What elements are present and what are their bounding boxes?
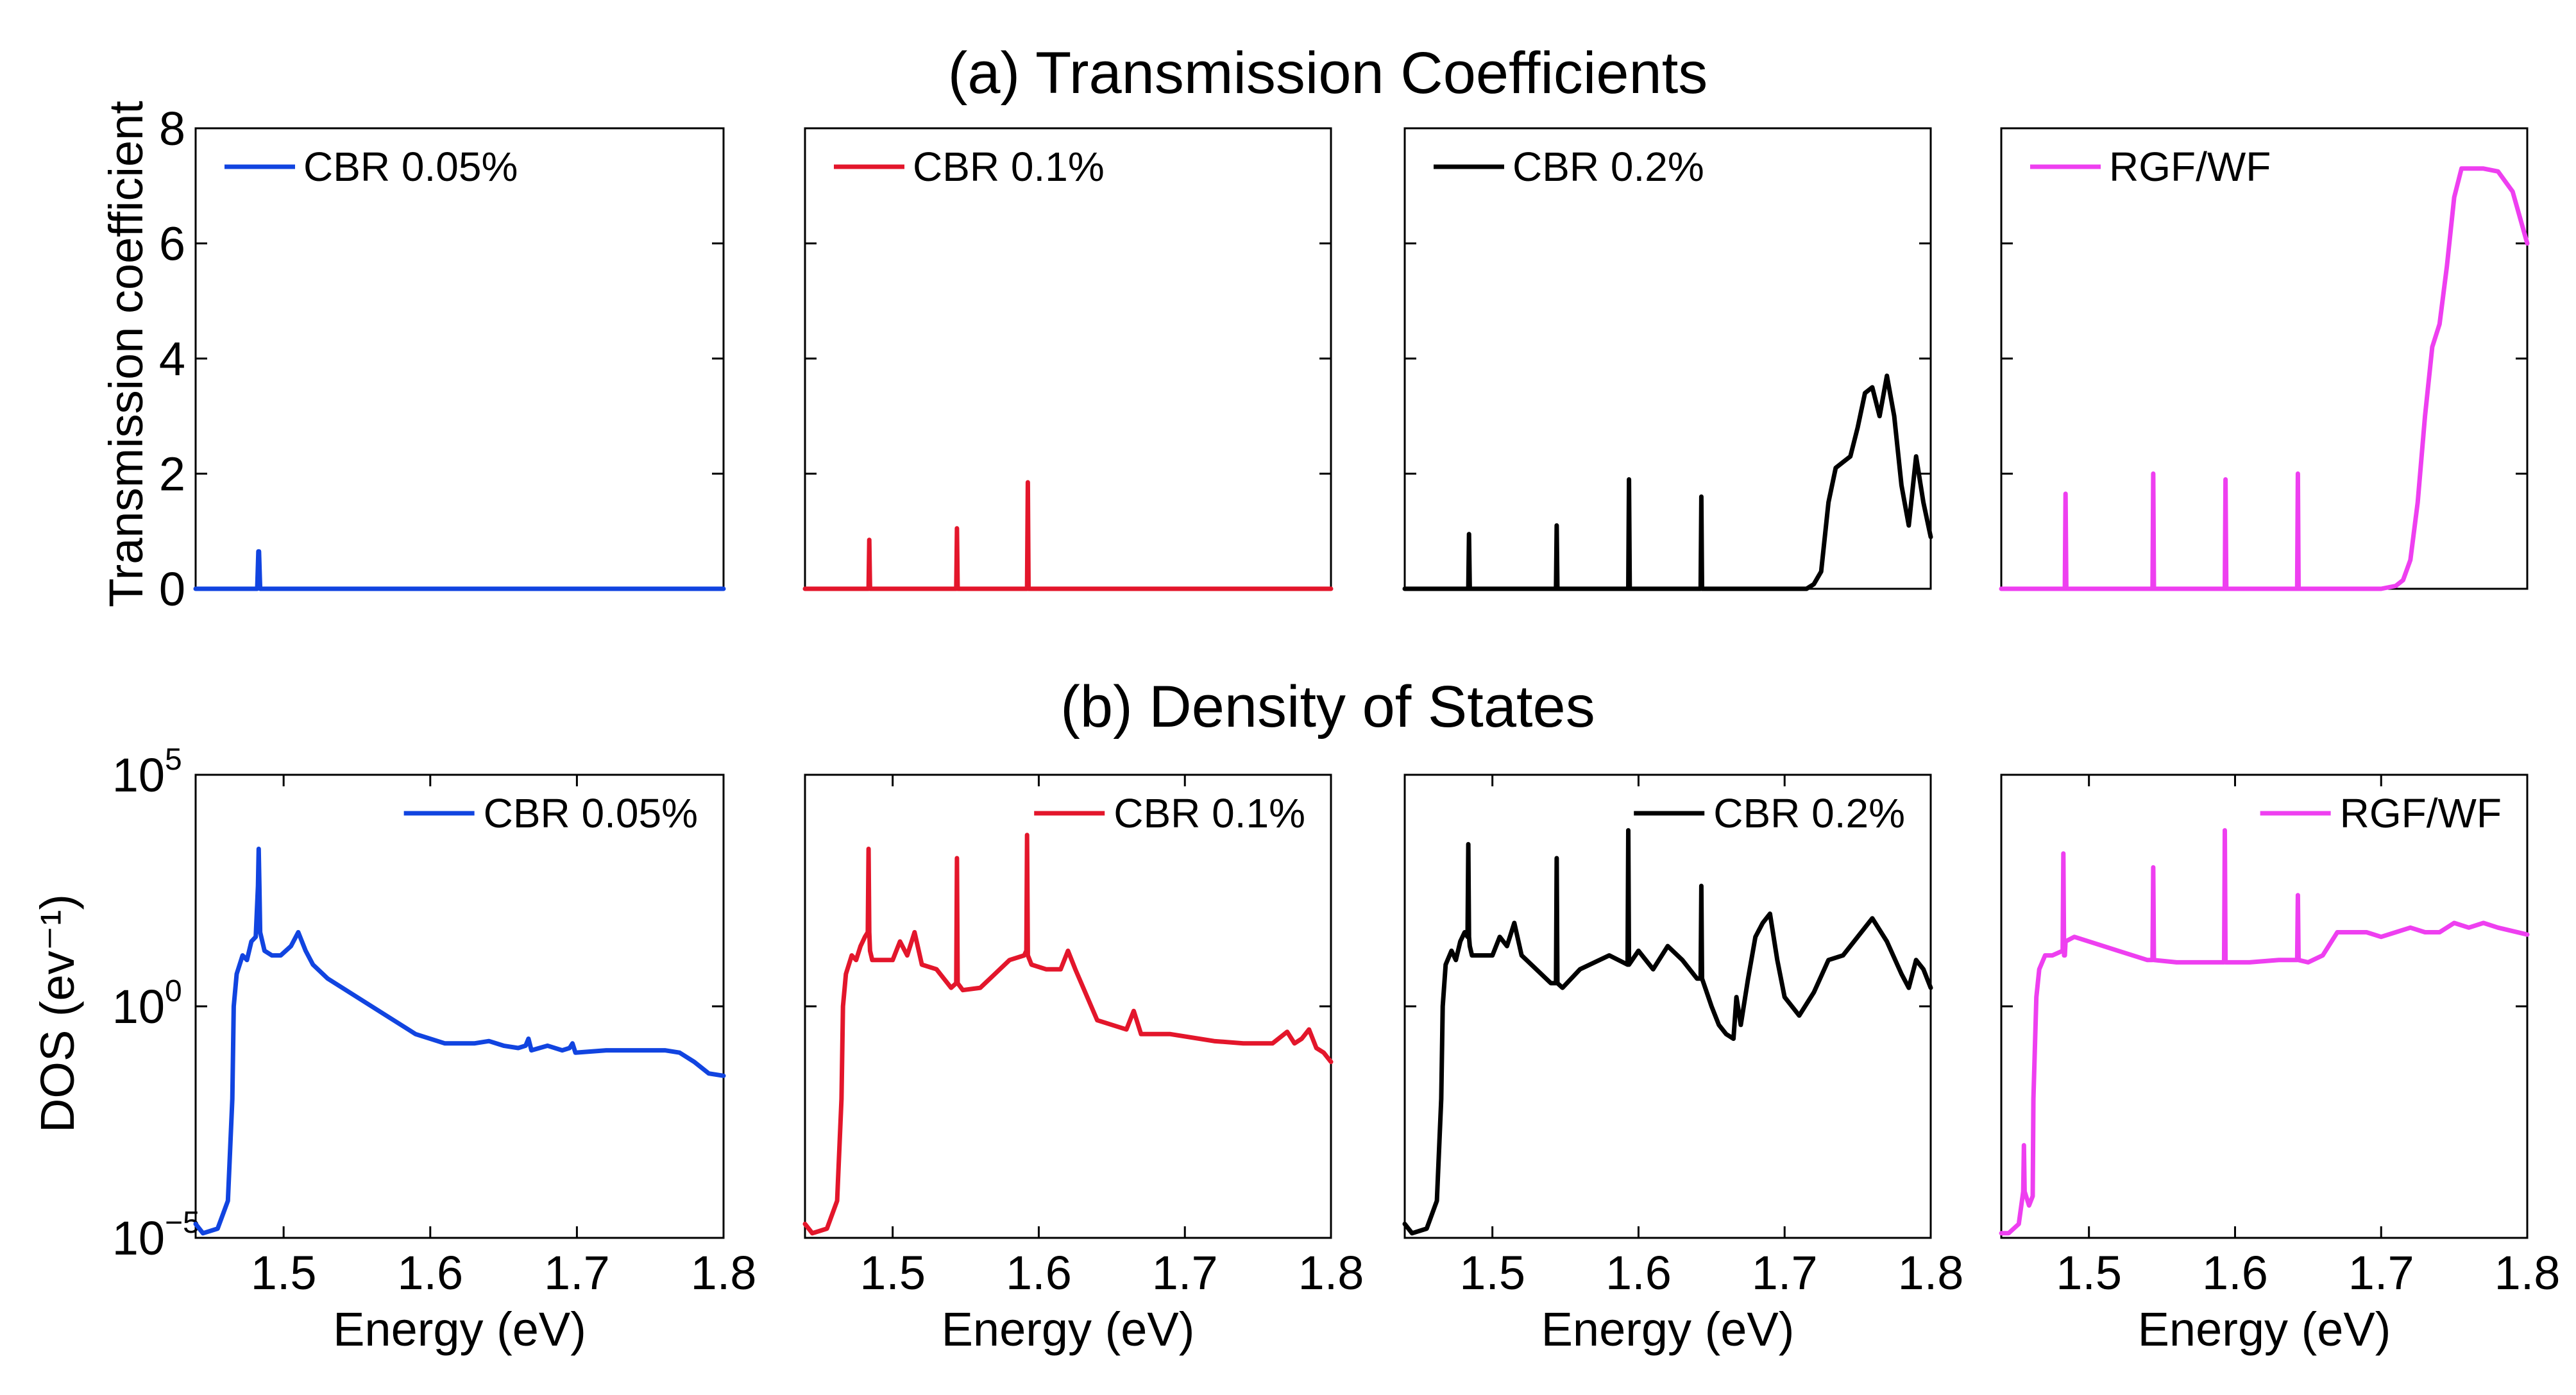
legend-label: RGF/WF bbox=[2340, 790, 2502, 836]
series-line bbox=[1402, 828, 1933, 1236]
ylabel-dos: DOS (ev⁻¹) bbox=[31, 894, 84, 1133]
y-tick-exponent: 0 bbox=[165, 974, 182, 1008]
y-tick-label: 2 bbox=[159, 448, 185, 501]
axes-frame bbox=[1403, 127, 1932, 590]
axes-frame bbox=[194, 774, 725, 1239]
title-transmission: (a) Transmission Coefficients bbox=[948, 40, 1708, 106]
legend-label: CBR 0.1% bbox=[913, 144, 1105, 190]
x-tick-label: 1.6 bbox=[397, 1246, 463, 1299]
x-tick-label: 1.5 bbox=[2056, 1246, 2122, 1299]
y-tick-label: 4 bbox=[159, 332, 185, 385]
x-tick-label: 1.8 bbox=[691, 1246, 757, 1299]
series-line bbox=[802, 480, 1334, 591]
x-axis-label: Energy (eV) bbox=[1541, 1303, 1795, 1356]
panel-transmission-2: CBR 0.1% bbox=[802, 127, 1334, 591]
series-line bbox=[193, 847, 726, 1236]
series-line bbox=[1402, 373, 1933, 591]
legend-label: CBR 0.1% bbox=[1114, 790, 1305, 836]
legend-label: CBR 0.05% bbox=[484, 790, 698, 836]
panel-dos-4: 1.5 1.6 1.7 1.8 Energy (eV) RGF/WF bbox=[1999, 774, 2561, 1356]
x-tick-label: 1.8 bbox=[1898, 1246, 1964, 1299]
panel-transmission-4: RGF/WF bbox=[1999, 127, 2530, 591]
y-tick-label: 0 bbox=[159, 562, 185, 616]
legend-label: CBR 0.2% bbox=[1713, 790, 1905, 836]
panel-transmission-1: 0 2 4 6 8 CBR 0.05% bbox=[159, 102, 726, 616]
series-line bbox=[1999, 828, 2530, 1236]
y-tick-label: 10 bbox=[112, 1212, 165, 1265]
x-tick-label: 1.7 bbox=[1152, 1246, 1218, 1299]
x-tick-label: 1.7 bbox=[2348, 1246, 2414, 1299]
y-tick-label: 8 bbox=[159, 102, 185, 155]
ylabel-transmission: Transmission coefficient bbox=[99, 101, 153, 607]
x-tick-label: 1.5 bbox=[251, 1246, 317, 1299]
y-tick-label: 10 bbox=[112, 748, 165, 802]
series-line bbox=[802, 833, 1334, 1236]
axes-frame bbox=[1403, 774, 1932, 1239]
x-tick-label: 1.6 bbox=[1606, 1246, 1672, 1299]
x-tick-label: 1.7 bbox=[1752, 1246, 1818, 1299]
y-tick-label: 10 bbox=[112, 980, 165, 1033]
x-tick-label: 1.8 bbox=[2495, 1246, 2561, 1299]
legend-label: RGF/WF bbox=[2109, 144, 2271, 190]
legend-label: CBR 0.2% bbox=[1513, 144, 1704, 190]
axes-frame bbox=[804, 774, 1332, 1239]
x-tick-label: 1.8 bbox=[1298, 1246, 1364, 1299]
series-line bbox=[193, 549, 726, 591]
legend-label: CBR 0.05% bbox=[303, 144, 518, 190]
x-axis-label: Energy (eV) bbox=[333, 1303, 586, 1356]
panel-dos-3: 1.5 1.6 1.7 1.8 Energy (eV) CBR 0.2% bbox=[1402, 774, 1964, 1356]
axes-frame bbox=[2000, 127, 2529, 590]
x-tick-label: 1.5 bbox=[860, 1246, 926, 1299]
y-tick-exponent: 5 bbox=[165, 743, 182, 777]
x-tick-label: 1.6 bbox=[1006, 1246, 1072, 1299]
x-tick-label: 1.6 bbox=[2202, 1246, 2268, 1299]
axes-frame bbox=[804, 127, 1332, 590]
axes-frame bbox=[194, 127, 725, 590]
axes-frame bbox=[2000, 774, 2529, 1239]
y-tick-label: 6 bbox=[159, 217, 185, 271]
title-dos: (b) Density of States bbox=[1060, 674, 1595, 740]
x-axis-label: Energy (eV) bbox=[2138, 1303, 2391, 1356]
x-tick-label: 1.5 bbox=[1459, 1246, 1525, 1299]
panel-dos-2: 1.5 1.6 1.7 1.8 Energy (eV) CBR 0.1% bbox=[802, 774, 1364, 1356]
x-tick-label: 1.7 bbox=[544, 1246, 610, 1299]
panel-transmission-3: CBR 0.2% bbox=[1402, 127, 1933, 591]
x-axis-label: Energy (eV) bbox=[942, 1303, 1195, 1356]
series-line bbox=[1999, 166, 2530, 591]
